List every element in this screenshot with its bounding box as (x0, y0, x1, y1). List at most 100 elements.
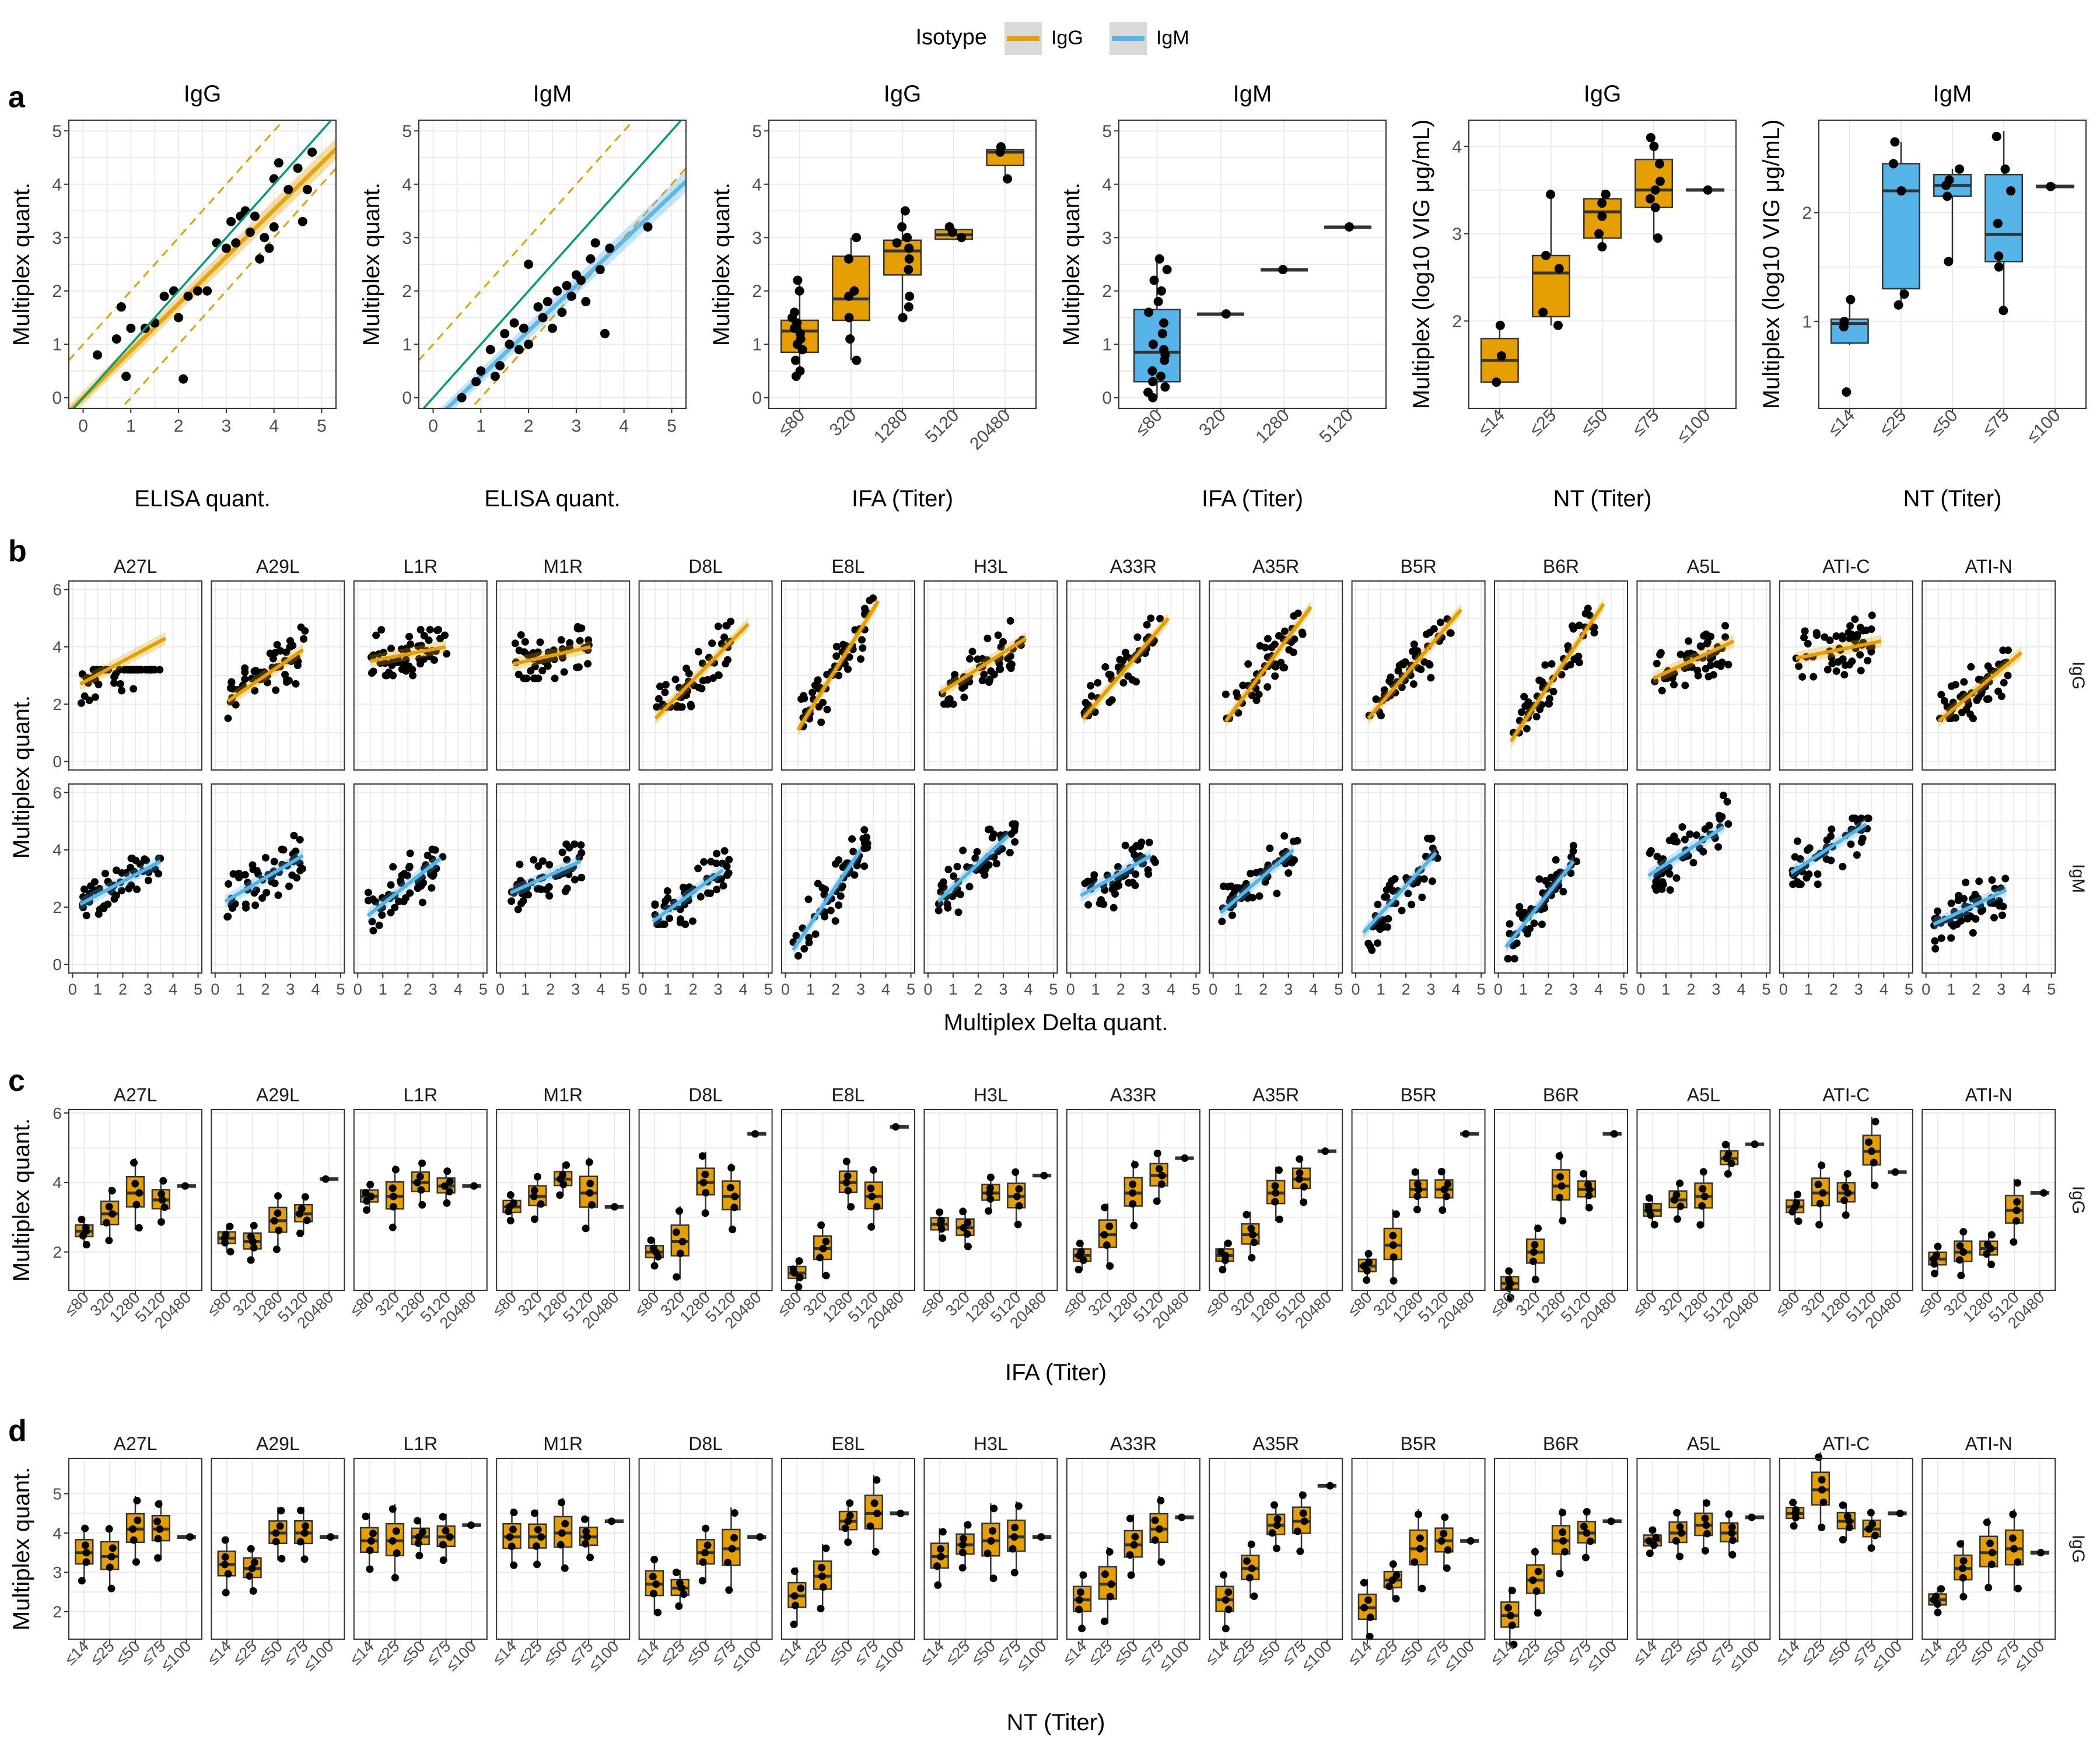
data-point (485, 345, 495, 355)
data-point (714, 671, 722, 679)
y-tick-label: 4 (1452, 137, 1462, 156)
data-point (847, 1203, 855, 1211)
data-point (1247, 1540, 1255, 1548)
y-tick-label: 5 (52, 1485, 62, 1503)
data-point (699, 1558, 707, 1566)
data-point (224, 1570, 232, 1578)
data-point (989, 1527, 997, 1535)
data-point (133, 886, 141, 894)
data-point (1849, 814, 1857, 822)
data-point (1273, 1515, 1282, 1523)
data-point (839, 863, 847, 872)
x-axis-title: IFA (Titer) (852, 486, 953, 512)
data-point (1655, 176, 1665, 186)
data-point (1360, 1604, 1368, 1612)
data-point (699, 677, 707, 685)
x-tick-label: 4 (311, 981, 320, 998)
data-point (1959, 1248, 1968, 1256)
data-point (530, 1509, 538, 1517)
data-point (524, 651, 532, 659)
data-point (1256, 642, 1264, 650)
data-point (1805, 870, 1813, 878)
data-point (751, 1130, 760, 1138)
x-tick-label: 3 (286, 981, 295, 998)
data-point (1703, 185, 1713, 195)
data-point (116, 302, 126, 312)
data-point (409, 671, 417, 680)
data-point (1121, 841, 1129, 849)
data-point (996, 142, 1006, 152)
data-point (859, 644, 867, 652)
y-tick-label: 0 (52, 752, 62, 771)
panel-border (1209, 783, 1343, 974)
data-point (1958, 708, 1966, 716)
data-point (500, 328, 510, 338)
data-point (1414, 1510, 1422, 1518)
data-point (1653, 872, 1661, 880)
data-point (994, 848, 1002, 856)
data-point (443, 1199, 451, 1207)
data-point (1947, 682, 1955, 690)
data-point (221, 243, 231, 253)
data-point (966, 654, 974, 663)
data-point (276, 647, 285, 655)
data-point (2001, 874, 2010, 883)
data-point (978, 866, 986, 874)
data-point (1389, 1231, 1397, 1240)
data-point (1983, 1240, 1992, 1248)
x-tick-label: 0 (211, 981, 219, 998)
data-point (1607, 1517, 1615, 1525)
data-point (1392, 1210, 1400, 1218)
data-point (1529, 1257, 1537, 1265)
data-point (687, 701, 695, 709)
data-point (950, 872, 958, 880)
data-point (274, 158, 284, 168)
data-point (495, 360, 505, 370)
data-point (1250, 1592, 1258, 1600)
data-point (1505, 1267, 1513, 1275)
data-point (986, 1173, 995, 1181)
panel-border (1494, 783, 1628, 974)
data-point (150, 318, 160, 328)
data-point (1111, 890, 1119, 898)
x-tick-label: 5 (1905, 981, 1913, 998)
data-point (78, 1577, 86, 1585)
data-point (590, 238, 600, 248)
data-point (990, 1504, 998, 1513)
data-point (392, 1527, 400, 1535)
dashed-bound-line (69, 120, 285, 361)
facet-d-L1R: L1R≤14≤25≤50≤75≤100 (346, 1433, 488, 1675)
data-point (1987, 899, 1995, 907)
data-point (1654, 159, 1664, 169)
data-point (517, 900, 526, 908)
data-point (728, 1545, 736, 1553)
data-point (680, 1590, 688, 1598)
data-point (1510, 954, 1518, 963)
data-point (730, 1509, 738, 1517)
data-point (400, 897, 408, 905)
data-point (1645, 1537, 1653, 1545)
y-tick-label: 1 (752, 335, 762, 355)
data-point (293, 662, 302, 670)
data-point (430, 656, 438, 664)
y-tick-label: 0 (402, 388, 412, 408)
data-point (1816, 1199, 1824, 1208)
data-point (1293, 836, 1301, 845)
x-tick-label: 1 (93, 981, 102, 998)
panel-border (496, 580, 631, 771)
data-point (845, 334, 855, 344)
data-point (105, 1237, 113, 1245)
facet-d-A35R: A35R≤14≤25≤50≤75≤100 (1202, 1433, 1343, 1675)
x-tick-label: 0 (1636, 981, 1645, 998)
y-tick-label: 4 (752, 175, 762, 194)
data-point (286, 636, 294, 645)
fit-line (1504, 860, 1575, 949)
data-point (1410, 640, 1418, 649)
panel-border (68, 580, 202, 771)
data-point (1569, 842, 1577, 850)
data-point (1084, 901, 1093, 909)
